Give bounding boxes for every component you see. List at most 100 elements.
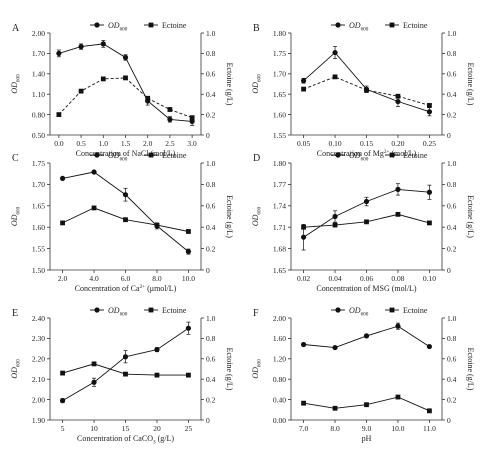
- y2-tick-label: 0.8: [206, 180, 216, 189]
- x-tick-label: 3.0: [187, 139, 197, 148]
- y2-tick-label: 0.6: [447, 202, 457, 211]
- legend-label-od600: OD600​: [108, 21, 128, 32]
- data-point-od600: [154, 347, 160, 353]
- panel-letter: F: [253, 308, 259, 319]
- y-tick-label: 0.80: [32, 110, 45, 119]
- legend-marker-ectoine: [148, 152, 154, 158]
- y2-tick-label: 0.4: [206, 375, 216, 384]
- x-axis-label: Concentration of Mg2+​ (mol/L): [317, 149, 417, 158]
- y-tick-label: 1.50: [32, 266, 45, 275]
- y-axis-label: OD600​: [10, 206, 21, 226]
- legend: OD600​ Ectoine: [90, 21, 187, 32]
- y-tick-label: 1.80: [273, 29, 286, 38]
- data-point-ectoine: [332, 405, 338, 411]
- legend-label-ectoine: Ectoine: [162, 306, 187, 315]
- y-axis-label: OD600​: [251, 359, 262, 379]
- legend-marker-od600: [94, 307, 100, 313]
- y2-tick-label: 0.4: [206, 223, 216, 232]
- y2-tick-label: 0: [447, 266, 451, 275]
- y-tick-label: 1.77: [273, 180, 286, 189]
- y-tick-label: 1.65: [273, 266, 286, 275]
- y2-tick-label: 1.0: [206, 159, 216, 168]
- x-tick-label: 15: [122, 424, 130, 433]
- data-point-od600: [122, 54, 129, 61]
- x-tick-label: 0.15: [360, 139, 373, 148]
- data-point-ectoine: [395, 211, 401, 217]
- y2-tick-label: 0.2: [206, 110, 216, 119]
- x-tick-label: 0.25: [423, 139, 436, 148]
- legend-label-od600: OD600​: [349, 306, 369, 317]
- data-point-od600: [332, 213, 338, 220]
- x-tick-label: 2.0: [58, 274, 68, 283]
- y2-tick-label: 1.0: [206, 314, 216, 323]
- data-point-ectoine: [78, 88, 84, 94]
- x-tick-label: 2.5: [165, 139, 175, 148]
- data-point-od600: [122, 192, 129, 198]
- panel-letter: B: [253, 23, 260, 34]
- data-point-ectoine: [364, 219, 369, 225]
- data-point-ectoine: [301, 400, 306, 406]
- data-point-od600: [78, 44, 84, 50]
- y2-tick-label: 1.0: [447, 29, 457, 38]
- x-tick-label: 1.5: [121, 139, 131, 148]
- data-point-od600: [59, 398, 66, 404]
- y2-tick-label: 0.6: [206, 355, 216, 364]
- y2-tick-label: 0.8: [447, 49, 457, 58]
- legend: OD600​ Ectoine: [331, 306, 428, 317]
- panel-letter: A: [12, 23, 20, 34]
- data-point-ectoine: [154, 222, 160, 228]
- data-point-od600: [426, 343, 433, 350]
- data-point-ectoine: [186, 229, 191, 234]
- y-tick-label: 2.00: [32, 395, 45, 404]
- y-tick-label: 2.20: [32, 355, 45, 364]
- y-tick-label: 2.00: [32, 29, 45, 38]
- y2-tick-label: 0: [206, 266, 210, 275]
- y2-tick-label: 0.2: [206, 395, 216, 404]
- y-tick-label: 1.80: [273, 159, 286, 168]
- data-point-od600: [395, 186, 401, 192]
- data-point-od600: [185, 325, 192, 331]
- y2-tick-label: 0: [206, 131, 210, 140]
- x-tick-label: 20: [153, 424, 161, 433]
- data-point-ectoine: [123, 371, 128, 377]
- x-tick-label: 4.0: [89, 274, 99, 283]
- data-point-od600: [300, 341, 307, 348]
- y-tick-label: 1.70: [273, 70, 286, 79]
- x-tick-label: 25: [185, 424, 193, 433]
- y2-tick-label: 0.2: [206, 244, 216, 253]
- y2-axis-label: Ectoine (g/L): [225, 348, 234, 391]
- y2-tick-label: 0: [447, 416, 451, 425]
- legend-label-ectoine: Ectoine: [403, 151, 428, 160]
- data-point-ectoine: [427, 220, 432, 226]
- y-tick-label: 1.60: [273, 110, 286, 119]
- x-axis-label: pH: [362, 434, 372, 443]
- data-point-ectoine: [123, 217, 128, 223]
- legend-marker-od600: [94, 22, 100, 28]
- y2-tick-label: 0.6: [206, 202, 216, 211]
- panel-letter: E: [12, 308, 18, 319]
- x-axis-label: Concentration of Ca2+​ (μmol/L): [75, 284, 177, 293]
- x-axis-label: Concentration of MSG (mol/L): [316, 284, 417, 293]
- y-tick-label: 1.60: [273, 334, 286, 343]
- data-point-od600: [100, 41, 106, 47]
- legend-marker-ectoine: [389, 22, 395, 28]
- y-tick-label: 1.74: [273, 202, 286, 211]
- panel-letter: D: [253, 153, 260, 164]
- chart-panel-c: C 1.50 1.55 1.60 1.65 1.70 1.75 0 0.2 0.4 0.6 0.8 1.…: [10, 151, 234, 293]
- y-tick-label: 2.10: [32, 375, 45, 384]
- x-tick-label: 0.20: [391, 139, 404, 148]
- data-point-od600: [91, 169, 97, 175]
- y2-tick-label: 0: [206, 416, 210, 425]
- y-tick-label: 0.00: [273, 416, 286, 425]
- data-point-od600: [122, 354, 129, 360]
- data-point-od600: [167, 116, 173, 122]
- data-point-ectoine: [364, 87, 369, 93]
- y2-tick-label: 0.4: [206, 90, 216, 99]
- y2-axis-label: Ectoine (g/L): [466, 63, 475, 106]
- x-axis-label: Concentration of NaCl (mol/L): [76, 149, 176, 158]
- legend-label-od600: OD600​: [108, 151, 128, 162]
- x-tick-label: 10: [90, 424, 98, 433]
- series-line-od600: [303, 188, 430, 238]
- y-tick-label: 0.40: [273, 395, 286, 404]
- x-tick-label: 0.06: [360, 274, 373, 283]
